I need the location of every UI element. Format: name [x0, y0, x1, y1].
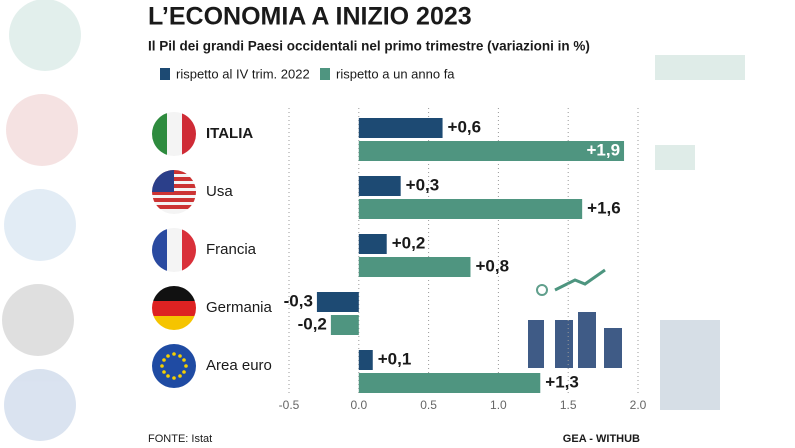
bar — [358, 118, 443, 138]
bar — [330, 315, 359, 335]
flag-france — [152, 228, 196, 272]
flag-eu — [152, 344, 196, 388]
flag-italy — [152, 112, 196, 156]
value-label: +0,6 — [448, 117, 482, 136]
source: FONTE: Istat — [148, 433, 212, 445]
legend-label: rispetto a un anno fa — [336, 66, 455, 81]
legend-label: rispetto al IV trim. 2022 — [176, 66, 310, 81]
value-label: +0,1 — [378, 349, 412, 368]
x-tick-label: 0.0 — [350, 398, 367, 412]
bar — [358, 257, 471, 277]
x-tick-label: 0.5 — [420, 398, 437, 412]
category-label: Usa — [206, 183, 233, 200]
illustration — [528, 268, 622, 368]
x-tick-label: -0.5 — [279, 398, 300, 412]
bar — [358, 176, 401, 196]
value-label: +0,2 — [392, 233, 426, 252]
legend-swatch — [160, 68, 170, 80]
bar — [316, 292, 359, 312]
x-tick-label: 1.5 — [560, 398, 577, 412]
bar — [358, 199, 583, 219]
background-decoration — [2, 0, 745, 441]
flag-usa — [152, 170, 196, 214]
chart-title: L’ECONOMIA A INIZIO 2023 — [148, 3, 472, 31]
credit: GEA - WITHUB — [563, 433, 640, 445]
value-label: -0,3 — [284, 291, 313, 310]
value-label: +1,9 — [586, 140, 620, 159]
category-label: ITALIA — [206, 125, 253, 142]
bar — [358, 373, 541, 393]
legend-swatch — [320, 68, 330, 80]
bar — [358, 350, 373, 370]
bar — [358, 234, 387, 254]
bar — [358, 141, 625, 161]
category-label: Francia — [206, 241, 257, 258]
value-label: +0,8 — [475, 256, 509, 275]
x-tick-label: 2.0 — [630, 398, 647, 412]
x-tick-label: 1.0 — [490, 398, 507, 412]
flag-germany — [152, 286, 196, 330]
chart-subtitle: Il Pil dei grandi Paesi occidentali nel … — [148, 39, 590, 54]
value-label: +1,6 — [587, 198, 621, 217]
category-label: Area euro — [206, 357, 272, 374]
value-label: +1,3 — [545, 372, 579, 391]
category-label: Germania — [206, 299, 273, 316]
value-label: -0,2 — [298, 314, 327, 333]
value-label: +0,3 — [406, 175, 440, 194]
